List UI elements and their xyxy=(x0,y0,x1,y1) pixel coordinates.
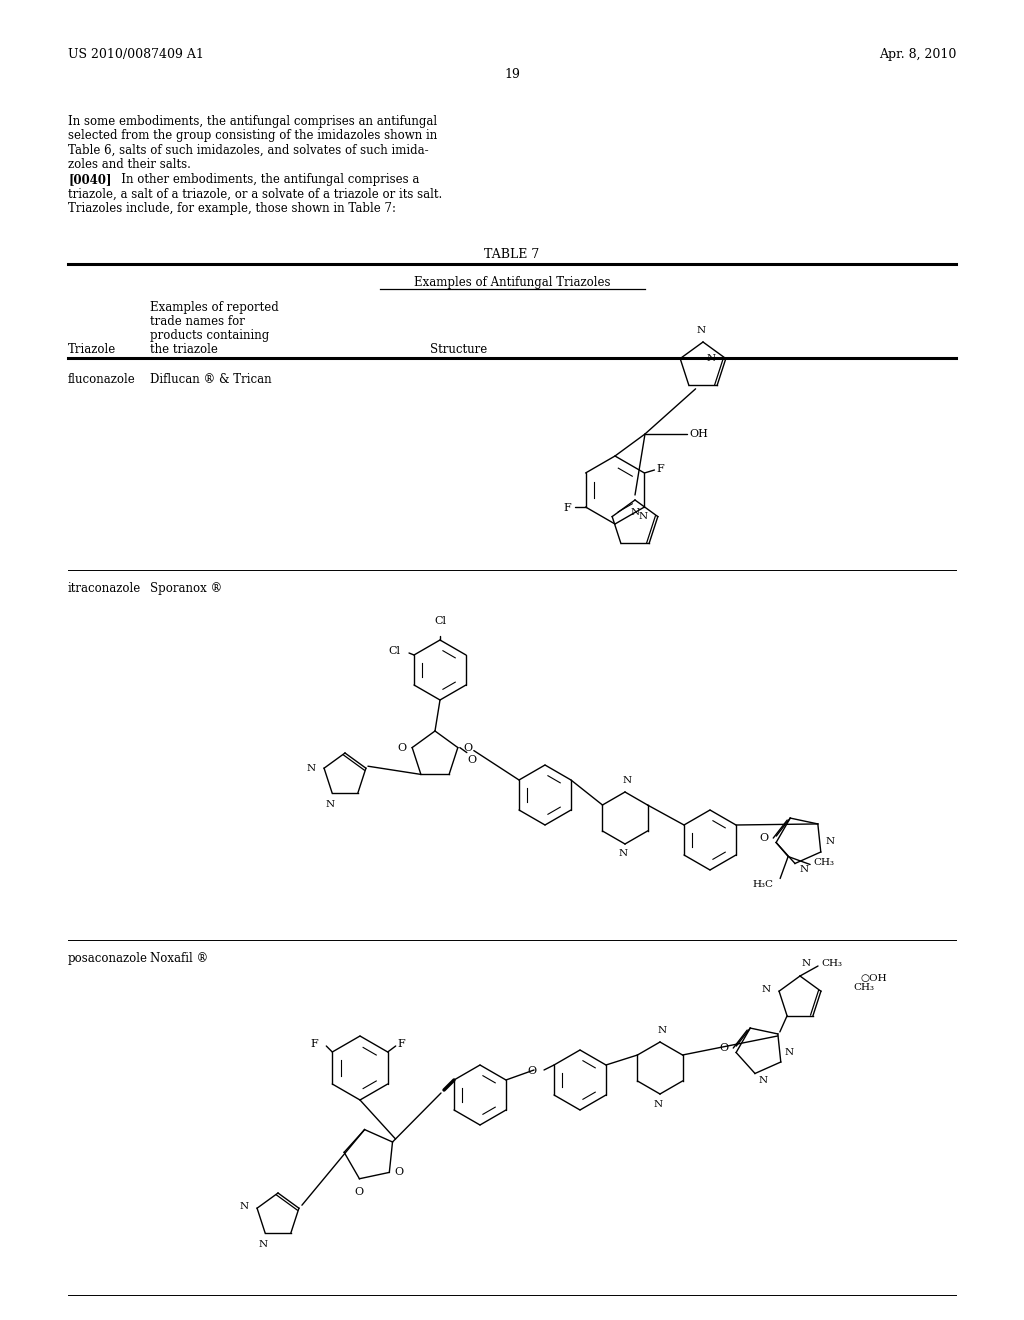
Text: N: N xyxy=(631,508,640,517)
Text: N: N xyxy=(307,764,316,772)
Text: selected from the group consisting of the imidazoles shown in: selected from the group consisting of th… xyxy=(68,129,437,143)
Text: Table 6, salts of such imidazoles, and solvates of such imida-: Table 6, salts of such imidazoles, and s… xyxy=(68,144,429,157)
Text: Cl: Cl xyxy=(434,616,446,626)
Text: N: N xyxy=(657,1026,667,1035)
Text: [0040]: [0040] xyxy=(68,173,112,186)
Text: N: N xyxy=(784,1048,794,1057)
Text: US 2010/0087409 A1: US 2010/0087409 A1 xyxy=(68,48,204,61)
Text: N: N xyxy=(326,800,335,809)
Text: CH₃: CH₃ xyxy=(813,858,835,867)
Text: fluconazole: fluconazole xyxy=(68,374,136,385)
Text: Cl: Cl xyxy=(388,645,400,656)
Text: N: N xyxy=(802,960,811,968)
Text: O: O xyxy=(464,743,473,752)
Text: N: N xyxy=(707,354,716,363)
Text: F: F xyxy=(310,1039,318,1049)
Text: OH: OH xyxy=(689,429,708,440)
Text: Sporanox ®: Sporanox ® xyxy=(150,582,222,595)
Text: products containing: products containing xyxy=(150,329,269,342)
Text: N: N xyxy=(240,1201,249,1210)
Text: N: N xyxy=(653,1100,663,1109)
Text: N: N xyxy=(825,837,835,846)
Text: Examples of Antifungal Triazoles: Examples of Antifungal Triazoles xyxy=(414,276,610,289)
Text: N: N xyxy=(258,1239,267,1249)
Text: ○OH: ○OH xyxy=(860,974,887,982)
Text: H₃C: H₃C xyxy=(753,880,773,888)
Text: TABLE 7: TABLE 7 xyxy=(484,248,540,261)
Text: Triazole: Triazole xyxy=(68,343,117,356)
Text: N: N xyxy=(639,512,648,521)
Text: O: O xyxy=(397,743,407,752)
Text: In some embodiments, the antifungal comprises an antifungal: In some embodiments, the antifungal comp… xyxy=(68,115,437,128)
Text: Apr. 8, 2010: Apr. 8, 2010 xyxy=(879,48,956,61)
Text: Examples of reported: Examples of reported xyxy=(150,301,279,314)
Text: Triazoles include, for example, those shown in Table 7:: Triazoles include, for example, those sh… xyxy=(68,202,396,215)
Text: O: O xyxy=(355,1187,364,1197)
Text: posaconazole: posaconazole xyxy=(68,952,148,965)
Text: N: N xyxy=(696,326,706,335)
Text: N: N xyxy=(759,1077,768,1085)
Text: the triazole: the triazole xyxy=(150,343,218,356)
Text: O: O xyxy=(394,1167,403,1177)
Text: itraconazole: itraconazole xyxy=(68,582,141,595)
Text: F: F xyxy=(656,465,665,474)
Text: N: N xyxy=(800,866,809,874)
Text: F: F xyxy=(397,1039,406,1049)
Text: O: O xyxy=(527,1067,536,1076)
Text: O: O xyxy=(759,833,768,843)
Text: In other embodiments, the antifungal comprises a: In other embodiments, the antifungal com… xyxy=(110,173,420,186)
Text: 19: 19 xyxy=(504,69,520,81)
Text: Structure: Structure xyxy=(430,343,487,356)
Text: triazole, a salt of a triazole, or a solvate of a triazole or its salt.: triazole, a salt of a triazole, or a sol… xyxy=(68,187,442,201)
Text: O: O xyxy=(719,1043,728,1053)
Text: Diflucan ® & Trican: Diflucan ® & Trican xyxy=(150,374,271,385)
Text: O: O xyxy=(468,755,477,764)
Text: Noxafil ®: Noxafil ® xyxy=(150,952,208,965)
Text: trade names for: trade names for xyxy=(150,315,245,327)
Text: N: N xyxy=(762,985,771,994)
Text: CH₃: CH₃ xyxy=(853,983,874,993)
Text: zoles and their salts.: zoles and their salts. xyxy=(68,158,190,172)
Text: F: F xyxy=(564,503,571,513)
Text: N: N xyxy=(623,776,632,785)
Text: CH₃: CH₃ xyxy=(821,958,842,968)
Text: N: N xyxy=(618,849,628,858)
